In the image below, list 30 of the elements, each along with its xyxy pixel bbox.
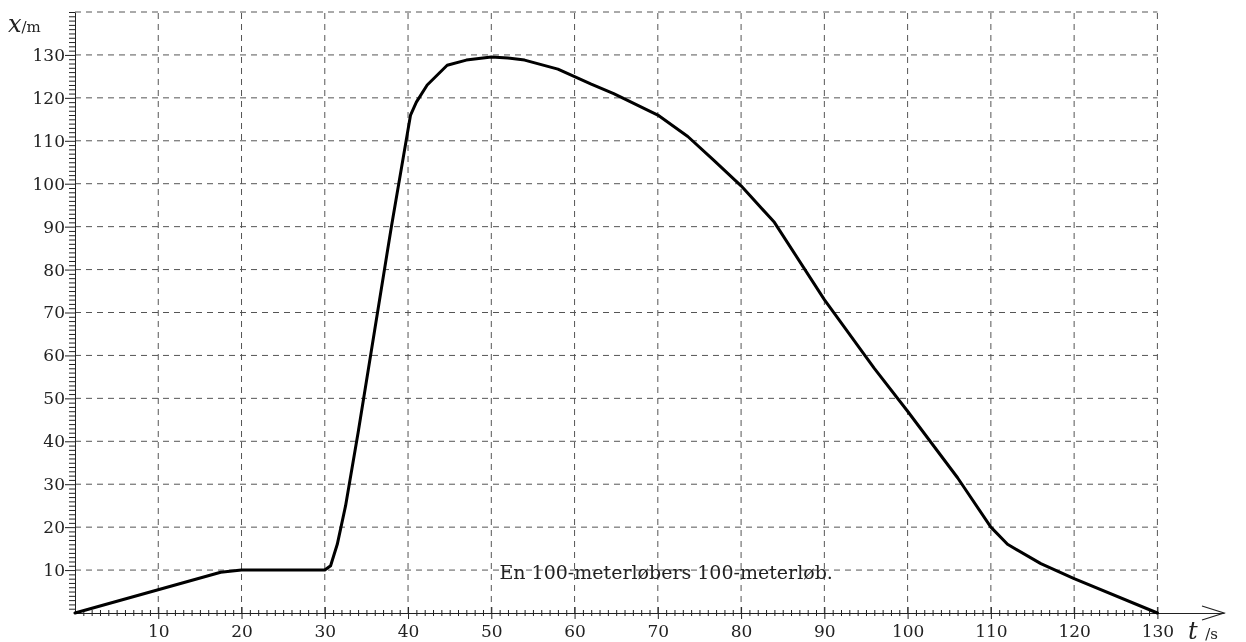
y-tick-label: 120 <box>32 87 65 108</box>
x-axis-title: t /s <box>1188 617 1219 642</box>
y-tick-label: 70 <box>43 302 65 323</box>
x-tick-label: 10 <box>147 621 170 642</box>
x-tick-label: 40 <box>397 621 420 642</box>
x-tick-label: 100 <box>891 621 925 642</box>
x-tick-label: 60 <box>564 621 586 642</box>
x-tick-label: 50 <box>480 621 503 642</box>
y-tick-label: 30 <box>43 474 65 495</box>
x-tick-label: 70 <box>647 621 670 642</box>
x-tick-label: 110 <box>975 621 1008 642</box>
y-tick-label: 100 <box>32 173 65 194</box>
y-tick-label: 20 <box>43 517 65 538</box>
y-tick-label: 80 <box>43 259 65 280</box>
y-tick-label: 40 <box>43 431 65 452</box>
x-tick-label: 20 <box>231 621 253 642</box>
line-series <box>73 55 1159 615</box>
x-tick-label: 90 <box>814 621 836 642</box>
x-tick-label: 120 <box>1058 621 1091 642</box>
x-tick-label: 80 <box>730 621 753 642</box>
x-tick-label: 30 <box>314 621 337 642</box>
y-tick-label: 50 <box>43 388 65 409</box>
y-tick-label: 60 <box>43 345 65 366</box>
y-tick-label: 130 <box>32 44 65 65</box>
y-tick-label: 10 <box>43 560 65 581</box>
y-tick-label: 90 <box>43 216 65 237</box>
x-tick-label: 130 <box>1141 621 1175 642</box>
y-axis-title: x/m <box>8 10 41 38</box>
annotation: En 100-meterløbers 100-meterløb. <box>499 560 833 583</box>
y-tick-label: 110 <box>32 130 65 151</box>
